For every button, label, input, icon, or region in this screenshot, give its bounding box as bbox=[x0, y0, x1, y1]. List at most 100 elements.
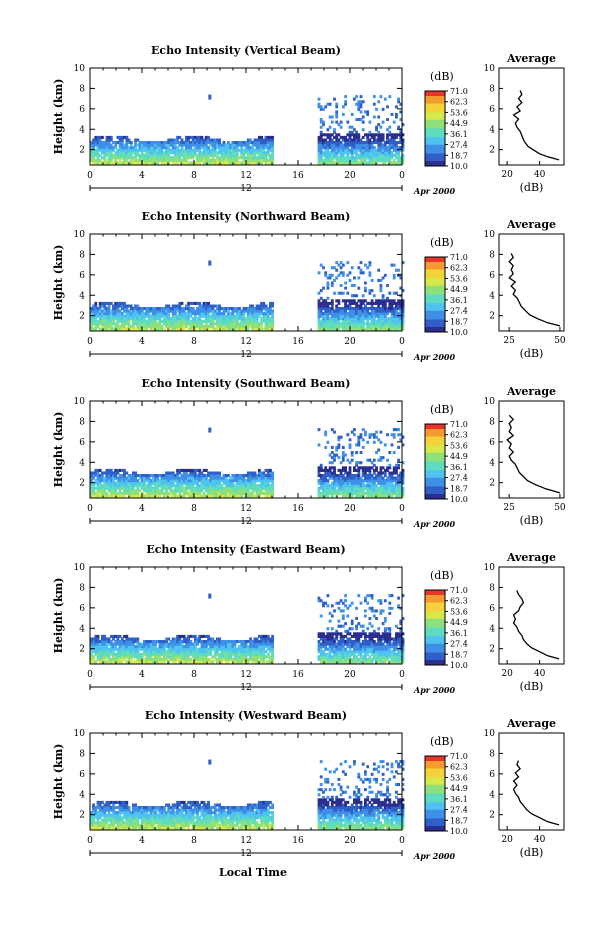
echo-cell bbox=[360, 269, 363, 272]
y-tick-label: 8 bbox=[79, 250, 85, 260]
echo-cell bbox=[397, 428, 400, 431]
echo-cell bbox=[333, 469, 336, 472]
echo-cell bbox=[357, 276, 360, 279]
echo-cell bbox=[349, 279, 352, 282]
echo-cell bbox=[335, 449, 338, 452]
profile-line bbox=[509, 253, 560, 326]
x-tick-label: 8 bbox=[191, 504, 197, 514]
echo-cell bbox=[357, 287, 360, 290]
colorbar-unit: (dB) bbox=[430, 236, 454, 249]
echo-cell bbox=[375, 126, 378, 129]
colorbar-label: 18.7 bbox=[450, 317, 468, 326]
echo-cell bbox=[335, 103, 338, 106]
colorbar-label: 27.4 bbox=[450, 307, 468, 316]
echo-cell bbox=[364, 282, 367, 285]
echo-cell bbox=[357, 133, 360, 136]
x-tick-label: 0 bbox=[399, 171, 405, 181]
echo-cell bbox=[260, 136, 263, 139]
colorbar-label: 44.9 bbox=[450, 452, 468, 461]
echo-cell bbox=[382, 294, 385, 297]
colorbar-label: 71.0 bbox=[450, 253, 468, 262]
echo-cell bbox=[271, 487, 274, 490]
echo-cell bbox=[271, 305, 274, 308]
echo-cell bbox=[382, 136, 385, 139]
y-tick-label: 6 bbox=[79, 438, 85, 448]
echo-cell bbox=[355, 294, 358, 297]
echo-cell bbox=[362, 294, 365, 297]
colorbar-label: 18.7 bbox=[450, 151, 468, 160]
echo-cell bbox=[344, 136, 347, 139]
echo-cell bbox=[395, 116, 398, 119]
echo-cell bbox=[110, 302, 113, 305]
echo-cell bbox=[360, 105, 363, 108]
echo-cell bbox=[198, 302, 201, 305]
echo-cell bbox=[349, 438, 352, 441]
echo-cell bbox=[366, 266, 369, 269]
colorbar-label: 10.0 bbox=[450, 495, 468, 504]
echo-cell bbox=[362, 116, 365, 119]
profile-x-tick-label: 50 bbox=[554, 503, 566, 513]
colorbar-unit: (dB) bbox=[430, 403, 454, 416]
x-tick-label: 0 bbox=[87, 171, 93, 181]
echo-cell bbox=[271, 154, 274, 157]
echo-cell bbox=[342, 459, 345, 462]
echo-cell bbox=[329, 469, 332, 472]
echo-cell bbox=[207, 302, 210, 305]
profile-x-tick-label: 20 bbox=[501, 170, 513, 180]
echo-cell bbox=[349, 466, 352, 469]
echo-cell bbox=[364, 431, 367, 434]
colorbar-label: 53.6 bbox=[450, 441, 468, 450]
echo-cell bbox=[322, 287, 325, 290]
echo-cell bbox=[362, 121, 365, 124]
y-tick-label: 4 bbox=[79, 291, 85, 301]
profile-y-tick-label: 4 bbox=[489, 125, 495, 135]
echo-cell bbox=[360, 261, 363, 264]
echo-cell bbox=[331, 299, 334, 302]
profile-y-tick-label: 10 bbox=[484, 397, 496, 407]
echo-cell bbox=[386, 105, 389, 108]
colorbar-label: 10.0 bbox=[450, 328, 468, 337]
echo-cell bbox=[318, 98, 321, 101]
echo-cell bbox=[357, 136, 360, 139]
colorbar-unit: (dB) bbox=[430, 70, 454, 83]
echo-cell bbox=[362, 446, 365, 449]
echo-cell bbox=[369, 271, 372, 274]
echo-cell bbox=[344, 302, 347, 305]
echo-cell bbox=[338, 302, 341, 305]
echo-cell bbox=[101, 136, 104, 139]
x-tick-label: 12 bbox=[240, 171, 251, 181]
profile-title: Average bbox=[506, 385, 556, 398]
echo-cell bbox=[338, 443, 341, 446]
profile-x-tick-label: 25 bbox=[503, 336, 515, 346]
echo-cell bbox=[395, 136, 398, 139]
echo-cell bbox=[384, 274, 387, 277]
echo-cell bbox=[335, 269, 338, 272]
echo-cell bbox=[338, 456, 341, 459]
echo-cell bbox=[183, 635, 186, 638]
echo-cell bbox=[333, 292, 336, 295]
echo-cell bbox=[346, 292, 349, 295]
echo-cell bbox=[136, 638, 139, 641]
profile-y-tick-label: 8 bbox=[489, 250, 495, 260]
echo-cell bbox=[369, 292, 372, 295]
y-tick-label: 10 bbox=[74, 230, 86, 240]
echo-cell bbox=[331, 305, 334, 308]
echo-cell bbox=[369, 469, 372, 472]
echo-cell bbox=[382, 276, 385, 279]
echo-cell bbox=[375, 469, 378, 472]
echo-cell bbox=[207, 136, 210, 139]
echo-cell bbox=[362, 100, 365, 103]
echo-cell bbox=[380, 284, 383, 287]
colorbar-label: 36.1 bbox=[450, 463, 468, 472]
echo-cell bbox=[351, 459, 354, 462]
echo-cell bbox=[388, 95, 391, 98]
echo-cell bbox=[189, 640, 192, 643]
echo-cell bbox=[271, 149, 274, 152]
echo-cell bbox=[366, 441, 369, 444]
echo-cell bbox=[380, 126, 383, 129]
echo-cell bbox=[331, 116, 334, 119]
echo-cell bbox=[375, 466, 378, 469]
echo-cell bbox=[377, 116, 380, 119]
panel-title: Echo Intensity (Northward Beam) bbox=[142, 210, 351, 223]
noon-marker: 12 bbox=[240, 184, 251, 194]
